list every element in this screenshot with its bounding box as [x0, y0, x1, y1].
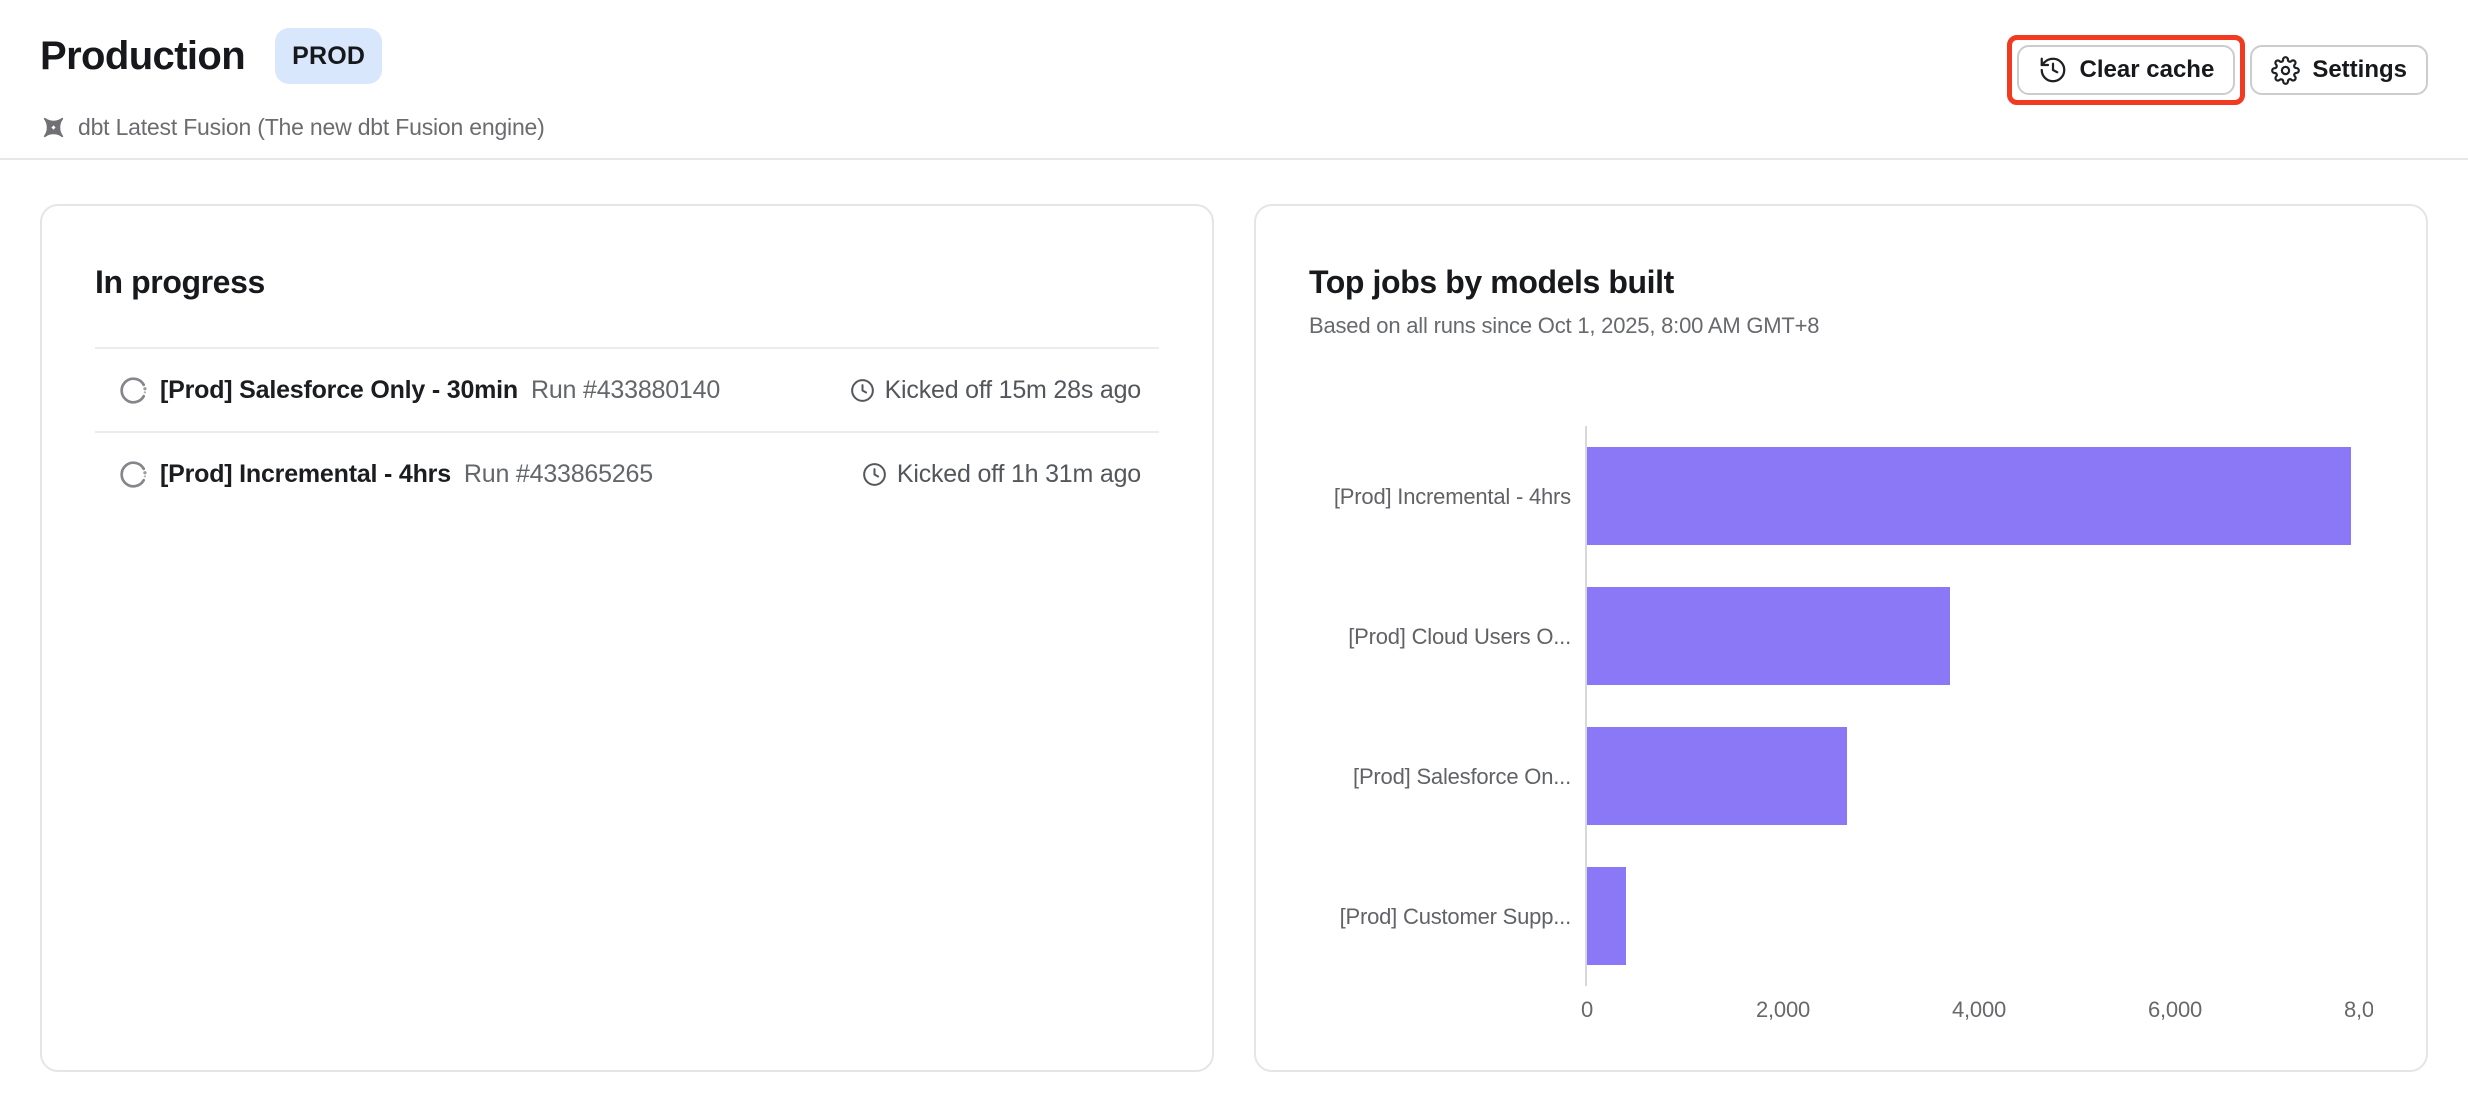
- run-job-name: [Prod] Incremental - 4hrs: [160, 459, 451, 488]
- top-jobs-card: Top jobs by models built Based on all ru…: [1254, 204, 2428, 1072]
- chart-bar[interactable]: [1587, 727, 1847, 825]
- chart-tick-label: 6,000: [2147, 997, 2203, 1022]
- chart-tick-label: 0: [1580, 997, 1594, 1022]
- chart-row: [Prod] Customer Supp...: [1309, 846, 2373, 986]
- chart-category-label: [Prod] Cloud Users O...: [1348, 623, 1571, 649]
- main-content: In progress [Prod] Salesforce Only - 30m…: [0, 160, 2468, 1072]
- chart-category-label: [Prod] Incremental - 4hrs: [1333, 483, 1571, 509]
- chart-category-label: [Prod] Customer Supp...: [1339, 903, 1572, 929]
- history-icon: [2040, 57, 2065, 83]
- chart-row: [Prod] Incremental - 4hrs: [1309, 426, 2373, 566]
- clear-cache-label: Clear cache: [2079, 56, 2215, 83]
- run-row[interactable]: [Prod] Salesforce Only - 30min Run #4338…: [95, 347, 1159, 431]
- settings-label: Settings: [2312, 56, 2407, 83]
- run-kicked-off-text: Kicked off 1h 31m ago: [896, 459, 1141, 488]
- engine-subtitle-text: dbt Latest Fusion (The new dbt Fusion en…: [78, 114, 545, 140]
- top-jobs-subtitle: Based on all runs since Oct 1, 2025, 8:0…: [1309, 313, 1820, 338]
- chart-bar[interactable]: [1587, 587, 1950, 685]
- dbt-logo-icon: [43, 117, 64, 137]
- bar-chart: [Prod] Incremental - 4hrs [Prod] Cloud Us…: [1309, 426, 2373, 1046]
- title-row: Production PROD: [40, 28, 545, 84]
- run-job-name: [Prod] Salesforce Only - 30min: [160, 375, 518, 404]
- spinner-icon: [120, 460, 147, 488]
- chart-row: [Prod] Salesforce On...: [1309, 706, 2373, 846]
- header-actions: Clear cache Settings: [2006, 28, 2428, 105]
- header-divider: [0, 158, 2468, 160]
- run-kicked-off-text: Kicked off 15m 28s ago: [884, 375, 1142, 404]
- chart-axis-line: [1585, 426, 1587, 986]
- in-progress-title: In progress: [95, 264, 265, 300]
- gear-icon: [2271, 55, 2301, 85]
- engine-subtitle: dbt Latest Fusion (The new dbt Fusion en…: [40, 112, 545, 142]
- in-progress-card: In progress [Prod] Salesforce Only - 30m…: [40, 204, 1214, 1072]
- spinner-icon: [120, 376, 147, 404]
- page-header: Production PROD dbt Latest Fusion (The n…: [0, 0, 2468, 142]
- chart-row: [Prod] Cloud Users O...: [1309, 566, 2373, 706]
- env-badge: PROD: [275, 28, 383, 84]
- clock-icon: [850, 378, 874, 402]
- run-number-link[interactable]: Run #433880140: [531, 375, 721, 404]
- run-kicked-off: Kicked off 15m 28s ago: [849, 376, 1141, 405]
- chart-category-label: [Prod] Salesforce On...: [1353, 763, 1571, 789]
- chart-tick-label: 8,000: [2343, 997, 2373, 1022]
- run-number-link[interactable]: Run #433865265: [463, 459, 653, 488]
- clear-cache-button[interactable]: Clear cache: [2016, 45, 2236, 95]
- annotation-highlight: Clear cache: [2006, 35, 2246, 105]
- page-title: Production: [40, 34, 246, 78]
- chart-bar[interactable]: [1587, 447, 2351, 545]
- top-jobs-title: Top jobs by models built: [1309, 264, 1674, 300]
- run-row[interactable]: [Prod] Incremental - 4hrs Run #433865265…: [95, 431, 1159, 515]
- runs-list: [Prod] Salesforce Only - 30min Run #4338…: [95, 347, 1159, 515]
- clock-icon: [863, 462, 886, 486]
- chart-tick-label: 4,000: [1951, 997, 2007, 1022]
- chart-tick-label: 2,000: [1755, 997, 1811, 1022]
- settings-button[interactable]: Settings: [2250, 45, 2428, 95]
- run-kicked-off: Kicked off 1h 31m ago: [861, 460, 1141, 489]
- header-left: Production PROD dbt Latest Fusion (The n…: [40, 28, 545, 142]
- chart-bar[interactable]: [1587, 867, 1626, 965]
